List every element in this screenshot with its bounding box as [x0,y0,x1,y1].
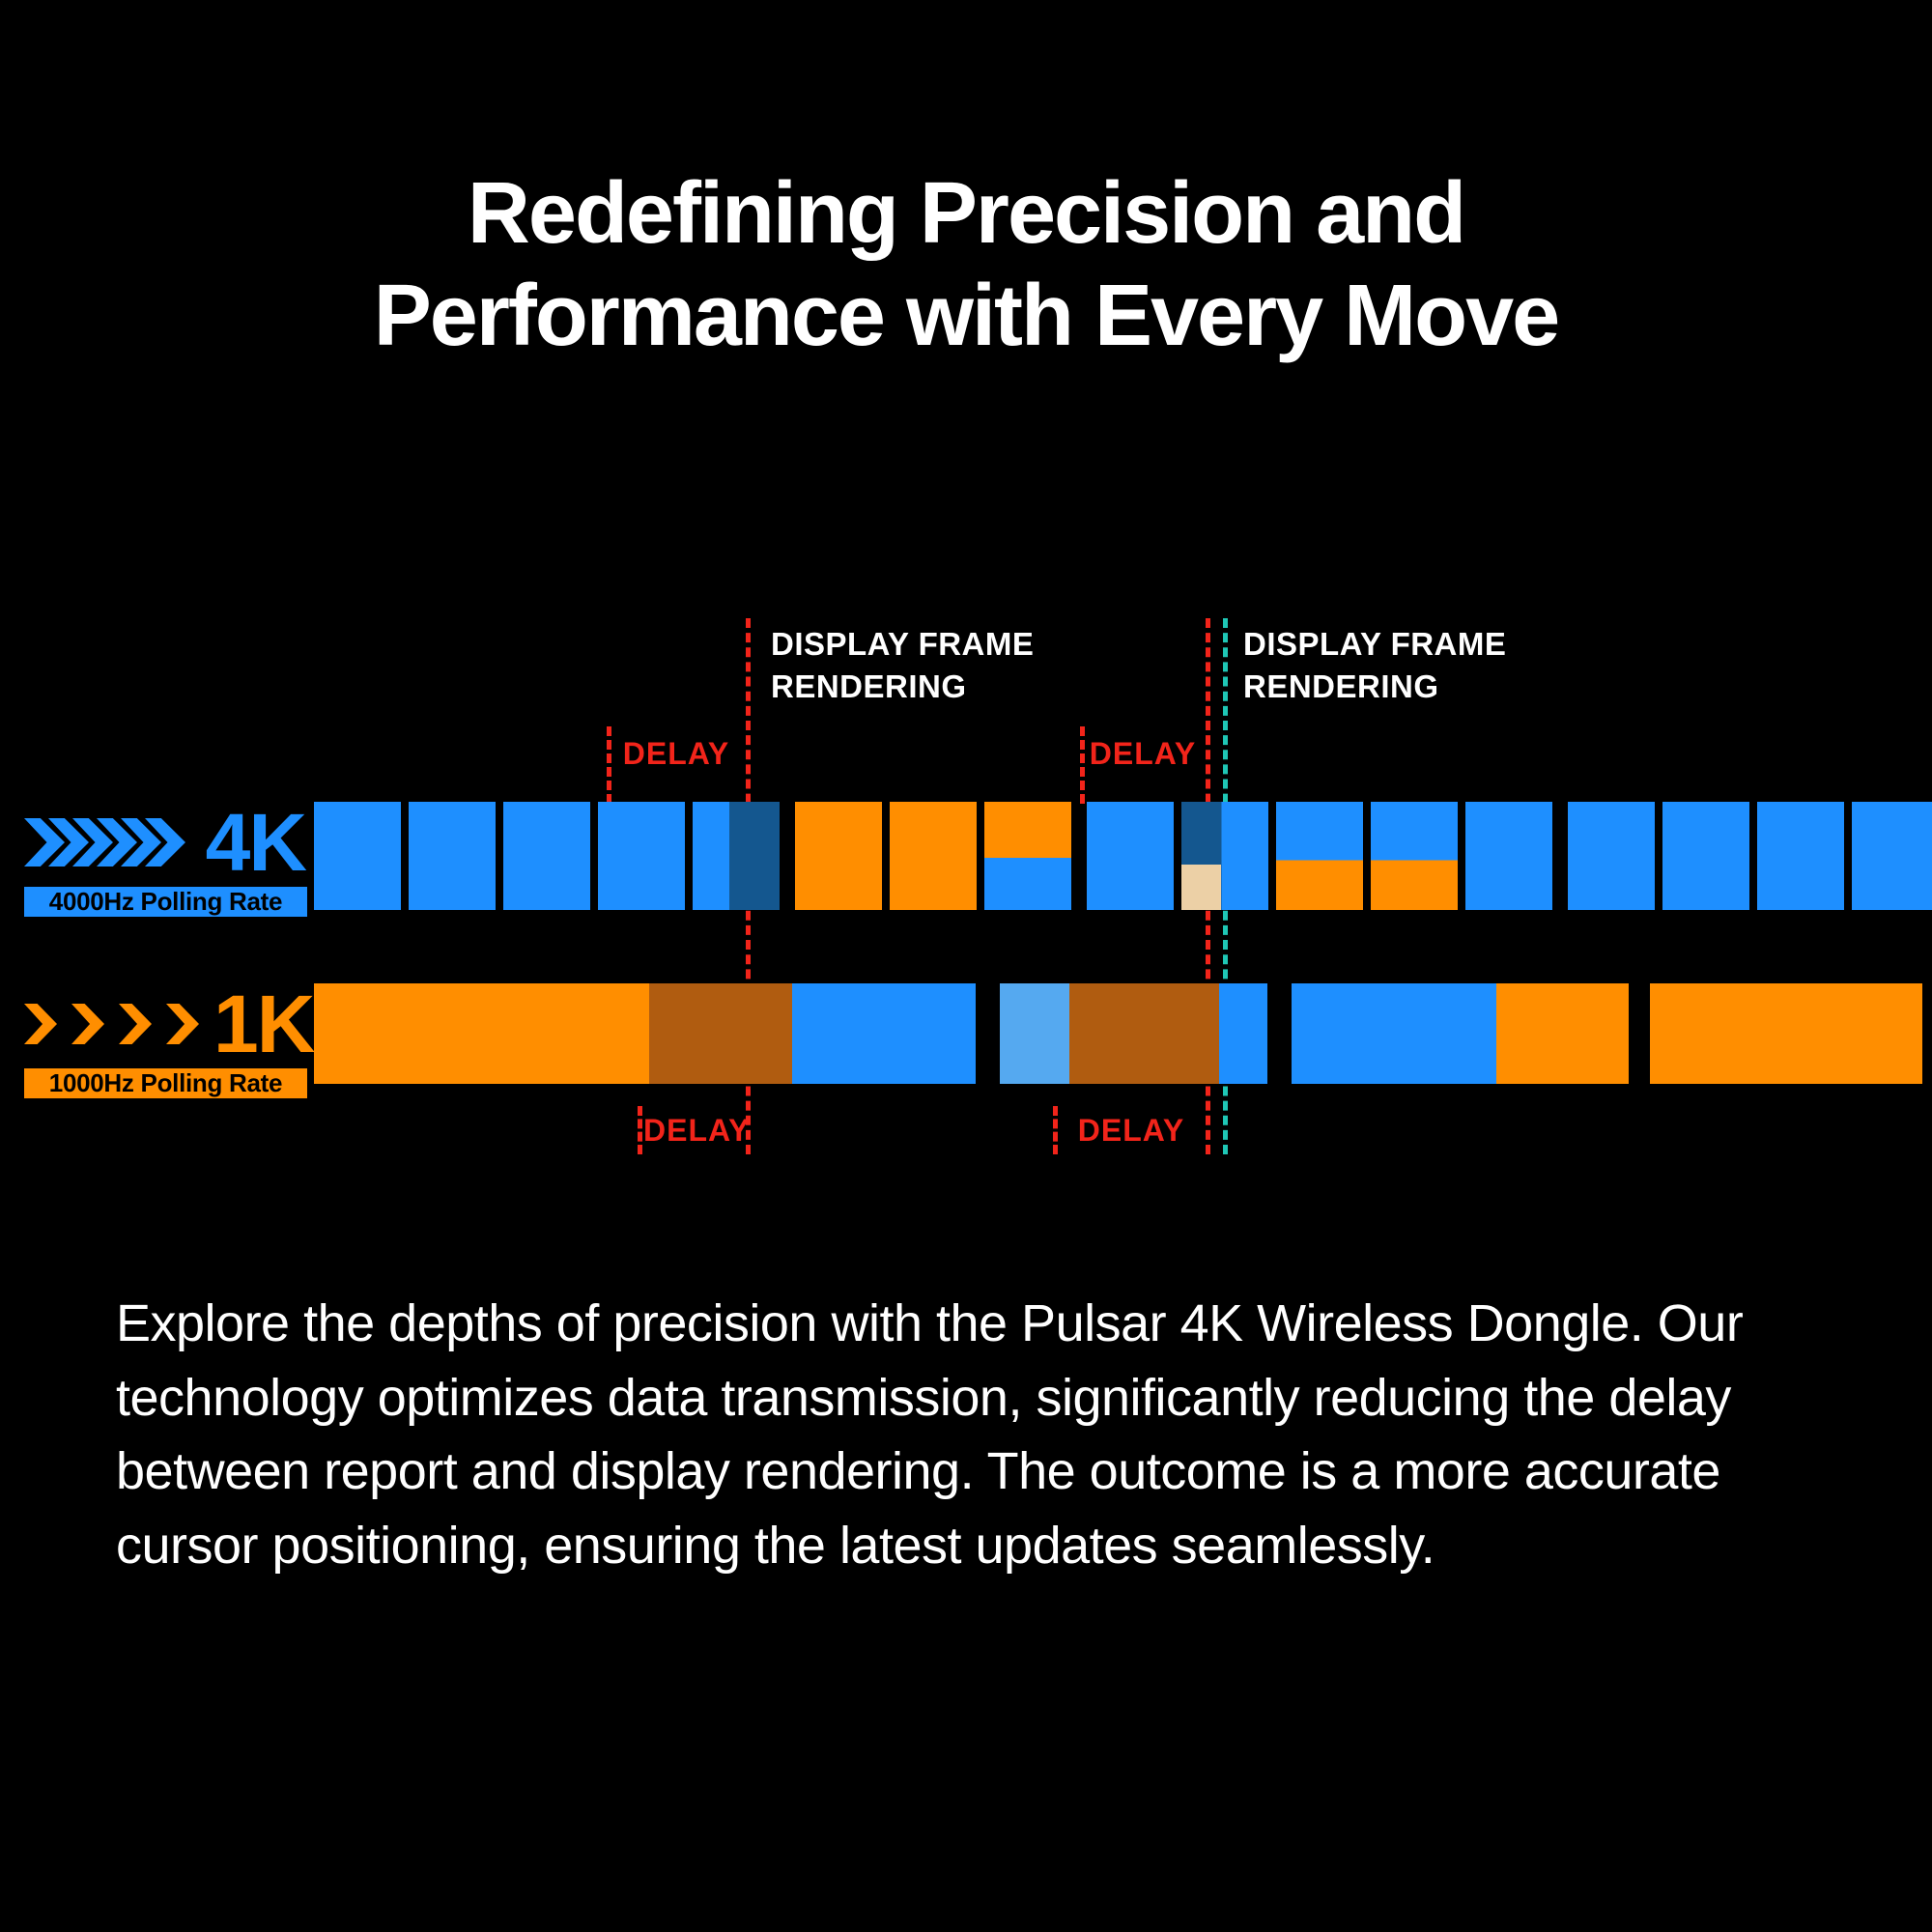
bar-segment-blue [1219,983,1267,1084]
delay-label-top-2: DELAY [1089,736,1197,771]
delay-dashed-line-short-1 [607,726,611,804]
display-frame-line-2: RENDERING [771,668,967,704]
bar-segment-overlap-tan [1181,802,1268,910]
bar-segment-blue [598,802,685,910]
bar-segment-orange [795,802,882,910]
row-1k-label: 1K 1000Hz Polling Rate [24,983,315,1098]
bar-segment-blue [792,983,976,1084]
chevron-right-icon [166,1004,199,1044]
delay-dashed-line-bottom-2 [1053,1106,1058,1154]
bar-segment-blue [1852,802,1932,910]
bar-segment-blue [409,802,496,910]
bar-segment-orange-top [984,802,1071,910]
bar-segment-blue-darkright [693,802,780,910]
bar-segment-orange [314,983,649,1084]
display-frame-line-1: DISPLAY FRAME [1243,626,1507,662]
bar-segment-dark [649,983,792,1084]
bar-segment-orange [1650,983,1922,1084]
title-line-1: Redefining Precision and [467,165,1466,262]
bar-segment-orange [890,802,977,910]
bar-segment-blue [1568,802,1655,910]
row-1k-big-label: 1K [213,979,315,1069]
row-1k-polling: 1K 1000Hz Polling Rate [24,983,1932,1098]
delay-label-top-1: DELAY [622,736,730,771]
bar-segment-dark [1069,983,1219,1084]
row-4k-polling: 4K 4000Hz Polling Rate [24,802,1932,917]
chevrons-1k [24,1004,213,1044]
delay-label-bottom-1: DELAY [643,1113,751,1148]
bar-segment-orange-bottom [1276,802,1363,910]
row-1k-sub-label: 1000Hz Polling Rate [24,1068,307,1098]
chevron-right-icon [24,1004,57,1044]
bar-segment-orange [1496,983,1629,1084]
delay-label-bottom-2: DELAY [1077,1113,1185,1148]
bar-segment-lightblue [1000,983,1069,1084]
row-4k-sub-label: 4000Hz Polling Rate [24,887,307,917]
polling-bar-1k [314,983,1932,1084]
row-4k-label: 4K 4000Hz Polling Rate [24,802,307,917]
polling-bar-4k [314,802,1932,910]
page-title: Redefining Precision and Performance wit… [0,162,1932,367]
title-line-2: Performance with Every Move [373,268,1560,365]
bar-segment-blue [1757,802,1844,910]
row-1k-label-top: 1K [24,983,315,1068]
display-frame-rendering-label-2: DISPLAY FRAME RENDERING [1243,623,1506,707]
display-frame-line-1: DISPLAY FRAME [771,626,1035,662]
bar-segment-blue [503,802,590,910]
chevron-right-icon [119,1004,152,1044]
display-frame-line-2: RENDERING [1243,668,1439,704]
chevrons-4k [24,818,185,867]
description-paragraph: Explore the depths of precision with the… [116,1294,1744,1576]
delay-dashed-line-bottom-1 [638,1106,642,1154]
delay-dashed-line-short-2 [1080,726,1085,804]
bar-segment-blue [1465,802,1552,910]
row-4k-label-top: 4K [24,802,307,887]
display-frame-rendering-label-1: DISPLAY FRAME RENDERING [771,623,1034,707]
row-4k-big-label: 4K [205,797,307,888]
bar-segment-blue [1292,983,1496,1084]
bar-segment-blue [1662,802,1749,910]
bar-segment-orange-bottom [1371,802,1458,910]
chevron-right-icon [71,1004,104,1044]
bar-segment-blue [1087,802,1174,910]
bar-segment-blue [314,802,401,910]
